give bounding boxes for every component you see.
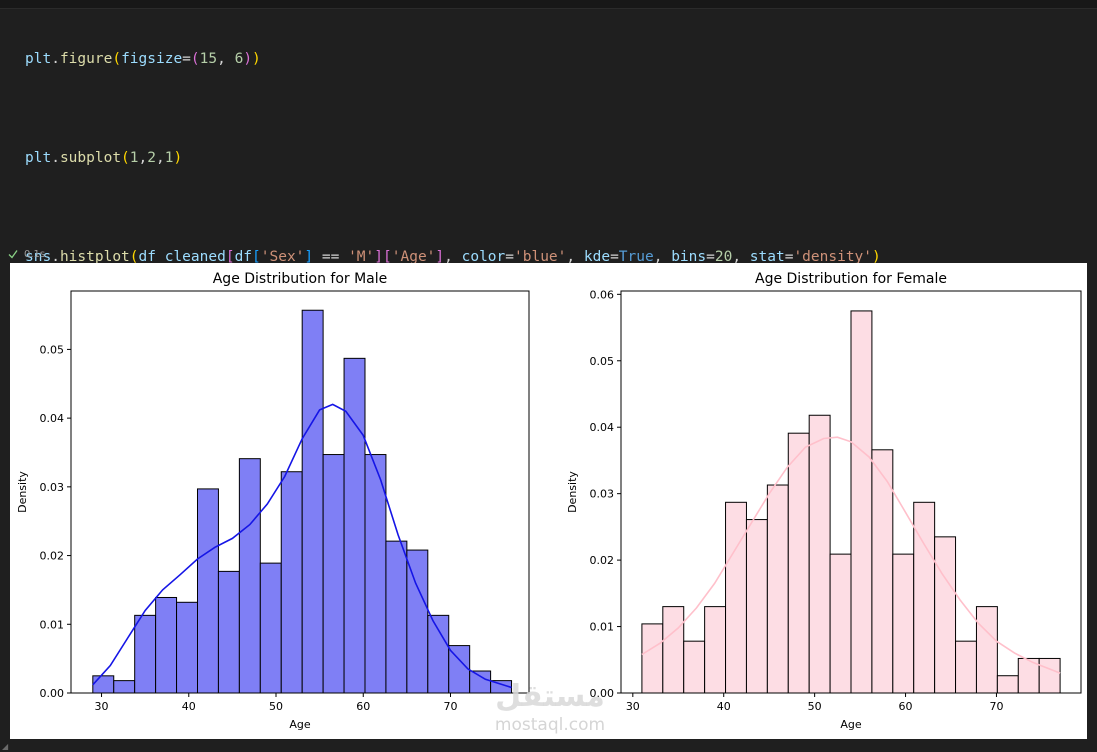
histogram-bar bbox=[134, 614, 157, 694]
subplot-1: 30 40 50 60 70 0.00 0.01 0.02 0.03 0.04 0.05 Age Di… bbox=[16, 271, 530, 731]
axes-frame bbox=[620, 290, 1082, 694]
figure: 30 40 50 60 70 0.00 0.01 0.02 0.03 0.04 0.05 Age Di… bbox=[16, 271, 1082, 731]
kde-line bbox=[92, 403, 512, 689]
collapse-icon[interactable]: ◢ bbox=[2, 742, 9, 751]
code-line: sns.histplot(df_cleaned[df['Sex'] == 'M'… bbox=[25, 249, 881, 265]
histogram-bar bbox=[385, 540, 408, 694]
histogram-bar bbox=[364, 454, 387, 694]
histogram-bar bbox=[427, 614, 450, 694]
y-tick-label: 0.01 bbox=[590, 621, 615, 634]
histogram-bar bbox=[808, 414, 831, 694]
execution-status: 0.1s bbox=[8, 247, 45, 261]
x-tick-label: 30 bbox=[95, 700, 109, 713]
y-tick-label: 0.00 bbox=[590, 687, 615, 700]
y-tick-label: 0.02 bbox=[40, 550, 65, 563]
code-cell[interactable]: plt.figure(figsize=(15, 6)) plt.subplot(… bbox=[0, 9, 1097, 661]
histogram-bar bbox=[975, 606, 998, 694]
x-axis-label: Age bbox=[289, 718, 311, 731]
histogram-bar bbox=[996, 675, 1019, 694]
y-tick-label: 0.02 bbox=[590, 554, 615, 567]
x-tick-label: 40 bbox=[717, 700, 731, 713]
axes-frame bbox=[70, 290, 530, 694]
y-axis-label: Density bbox=[566, 471, 579, 513]
histogram-bar bbox=[766, 484, 789, 694]
y-tick-label: 0.05 bbox=[40, 343, 65, 356]
histogram-bar bbox=[892, 553, 915, 694]
histogram-bar bbox=[662, 606, 685, 694]
y-tick-label: 0.04 bbox=[40, 412, 65, 425]
cell-top-divider bbox=[0, 0, 1097, 9]
histogram-bar bbox=[113, 680, 136, 694]
subplot-2: 30 40 50 60 70 0.00 0.01 0.02 0.03 0.04 0.05 0.06 Ag… bbox=[566, 271, 1082, 731]
x-tick-label: 60 bbox=[356, 700, 370, 713]
x-axis-label: Age bbox=[840, 718, 862, 731]
histogram-bar bbox=[92, 675, 115, 694]
histogram-bar bbox=[155, 596, 178, 694]
histogram-bar bbox=[176, 601, 198, 694]
code-line: plt.figure(figsize=(15, 6)) bbox=[25, 51, 261, 67]
histogram-bar bbox=[829, 553, 852, 694]
histogram-bar bbox=[217, 570, 240, 694]
histogram-bar bbox=[787, 432, 810, 694]
execution-time: 0.1s bbox=[24, 248, 46, 260]
histogram-bar bbox=[301, 309, 324, 694]
y-tick-label: 0.03 bbox=[40, 481, 65, 494]
histogram-bar bbox=[196, 488, 219, 694]
x-tick-label: 60 bbox=[899, 700, 913, 713]
histogram-bar bbox=[322, 454, 345, 694]
y-tick-label: 0.01 bbox=[40, 618, 65, 631]
code-line: plt.subplot(1,2,1) bbox=[25, 150, 183, 166]
x-tick-label: 70 bbox=[443, 700, 457, 713]
histogram-bar bbox=[469, 670, 492, 694]
y-tick-label: 0.03 bbox=[590, 488, 615, 501]
histogram-bar bbox=[745, 519, 768, 694]
chart-title: Age Distribution for Male bbox=[213, 271, 388, 287]
cell-output: 30 40 50 60 70 0.00 0.01 0.02 0.03 0.04 0.05 Age Di… bbox=[10, 263, 1087, 739]
x-tick-label: 50 bbox=[269, 700, 283, 713]
x-tick-label: 30 bbox=[626, 700, 640, 713]
histogram-bar bbox=[641, 623, 664, 694]
y-tick-label: 0.05 bbox=[590, 355, 615, 368]
x-tick-label: 50 bbox=[808, 700, 822, 713]
histogram-bar bbox=[704, 606, 727, 694]
histogram-bar bbox=[406, 549, 429, 694]
histogram-bar bbox=[280, 471, 303, 694]
histogram-bar bbox=[343, 357, 366, 694]
check-icon bbox=[8, 250, 18, 259]
y-tick-label: 0.06 bbox=[590, 288, 615, 301]
histogram-bar bbox=[850, 310, 873, 694]
y-tick-label: 0.04 bbox=[590, 421, 615, 434]
histogram-bar bbox=[683, 640, 706, 694]
x-tick-label: 70 bbox=[989, 700, 1003, 713]
histogram-bar bbox=[1038, 657, 1061, 694]
y-axis-label: Density bbox=[16, 471, 29, 513]
chart-title: Age Distribution for Female bbox=[755, 271, 947, 287]
histogram-bar bbox=[259, 562, 282, 694]
histogram-bar bbox=[955, 640, 977, 694]
histogram-bar bbox=[725, 501, 747, 694]
cell-bottom-strip bbox=[0, 739, 1097, 752]
histogram-bar bbox=[238, 458, 261, 694]
y-tick-label: 0.00 bbox=[40, 687, 65, 700]
histogram-bar bbox=[934, 536, 957, 694]
kde-line bbox=[641, 436, 1061, 674]
x-tick-label: 40 bbox=[182, 700, 196, 713]
